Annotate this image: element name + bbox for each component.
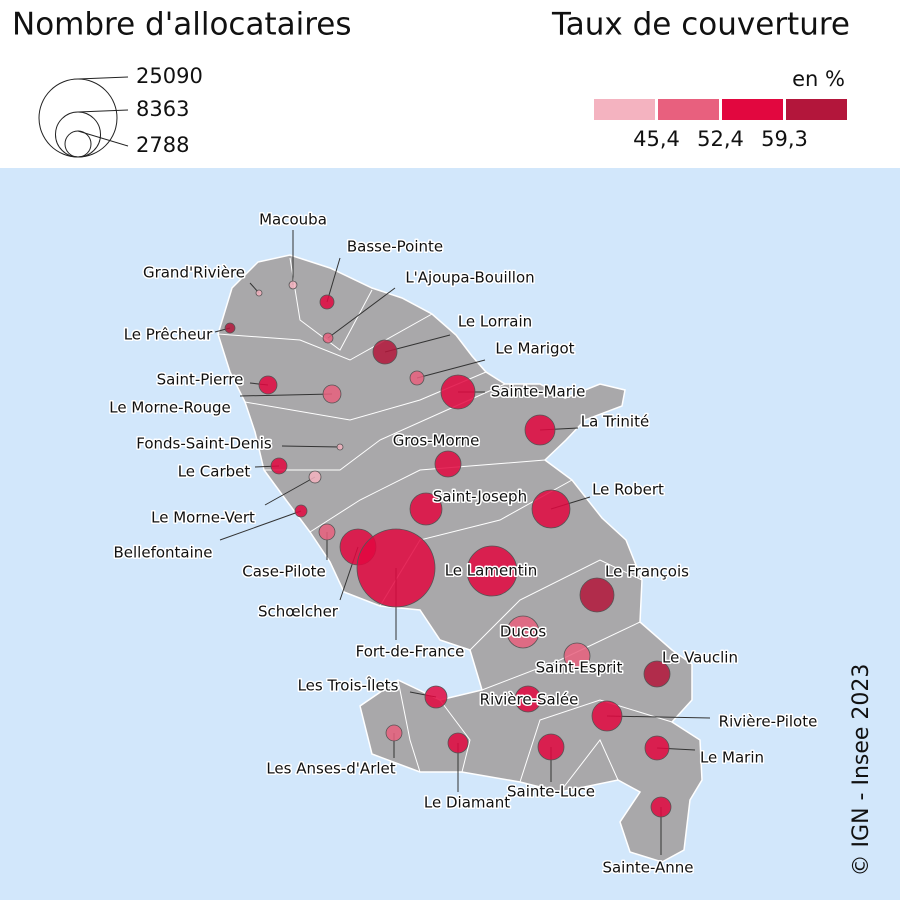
commune-label: Basse-Pointe xyxy=(347,238,443,256)
leader-line xyxy=(264,476,316,506)
commune-label: Le Lorrain xyxy=(458,313,532,331)
commune-bubble xyxy=(643,660,671,688)
commune-label: Case-Pilote xyxy=(242,563,325,581)
commune-bubble xyxy=(258,375,278,395)
header-background xyxy=(0,0,900,168)
commune-bubble xyxy=(424,685,448,709)
leader-line xyxy=(219,510,302,541)
commune-label: Macouba xyxy=(259,211,327,229)
commune-label: Le Marigot xyxy=(495,340,574,358)
commune-label: Ducos xyxy=(500,623,546,641)
commune-bubble xyxy=(506,615,540,649)
size-legend-label: 2788 xyxy=(136,133,189,157)
legend: 25090 8363 2788 45,4 52,4 59,3 xyxy=(38,64,847,158)
commune-bubble xyxy=(319,294,335,310)
island xyxy=(217,254,703,863)
color-legend-swatch xyxy=(722,99,783,120)
color-legend-unit: en % xyxy=(792,67,845,91)
commune-bubble xyxy=(447,732,469,754)
commune-bubble xyxy=(288,280,298,290)
color-legend-label: 59,3 xyxy=(761,127,808,151)
commune-bubble xyxy=(409,492,443,526)
leader-line xyxy=(416,359,486,379)
bubbles xyxy=(224,280,672,818)
leader-line xyxy=(239,393,333,397)
commune-label: Le Vauclin xyxy=(662,649,738,667)
commune-label: Sainte-Anne xyxy=(602,859,693,877)
commune-bubble xyxy=(308,470,322,484)
commune-bubble xyxy=(466,545,518,597)
leader-line xyxy=(606,715,711,719)
commune-label: Fonds-Saint-Denis xyxy=(136,435,272,453)
commune-label: Rivière-Pilote xyxy=(719,713,818,731)
commune-label: Saint-Pierre xyxy=(157,371,244,389)
commune-label: Gros-Morne xyxy=(393,432,480,450)
size-legend-leader xyxy=(77,76,129,80)
commune-label: Rivière-Salée xyxy=(480,691,579,709)
size-legend-leader xyxy=(77,130,129,147)
commune-bubble xyxy=(336,443,344,451)
commune-bubble xyxy=(294,504,308,518)
commune-label: Le Lamentin xyxy=(445,562,538,580)
commune-bubble xyxy=(372,339,398,365)
leader-line xyxy=(327,287,396,339)
commune-label: Les Anses-d'Arlet xyxy=(266,760,395,778)
commune-label: L'Ajoupa-Bouillon xyxy=(405,269,534,287)
commune-label: Sainte-Luce xyxy=(507,783,595,801)
commune-label: Le Morne-Vert xyxy=(151,509,255,527)
labels: Macouba Basse-Pointe Grand'Rivière L'Ajoupa… xyxy=(108,209,819,878)
credit: © IGN - Insee 2023 xyxy=(849,664,874,877)
commune-bubble xyxy=(514,685,542,713)
commune-label: Les Trois-Îlets xyxy=(298,676,399,695)
commune-bubble xyxy=(440,374,476,410)
commune-label: Fort-de-France xyxy=(356,643,465,661)
commune-bubble xyxy=(591,700,623,732)
color-legend-title: Taux de couverture xyxy=(551,7,850,43)
commune-bubble xyxy=(270,457,288,475)
color-legend-label: 45,4 xyxy=(633,127,680,151)
commune-bubble xyxy=(255,289,263,297)
commune-label: Le Prêcheur xyxy=(124,326,213,344)
commune-bubble xyxy=(409,370,425,386)
color-legend-swatch xyxy=(658,99,719,120)
commune-label: Le Morne-Rouge xyxy=(109,399,230,417)
commune-bubble xyxy=(318,523,336,541)
size-legend-title: Nombre d'allocataires xyxy=(12,7,352,43)
commune-label: Saint-Esprit xyxy=(536,659,623,677)
size-legend-leader xyxy=(77,109,129,113)
commune-bubble xyxy=(537,733,565,761)
commune-label: Grand'Rivière xyxy=(143,264,245,282)
commune-bubble xyxy=(322,332,334,344)
commune-bubble xyxy=(644,735,670,761)
commune-label: Saint-Joseph xyxy=(433,488,527,506)
commune-bubble xyxy=(224,322,236,334)
commune-label: Le Carbet xyxy=(178,463,251,481)
commune-label: Le Diamant xyxy=(424,794,510,812)
commune-label: Le Robert xyxy=(592,481,664,499)
size-legend-label: 8363 xyxy=(136,97,189,121)
commune-label: Sainte-Marie xyxy=(491,383,586,401)
size-legend-label: 25090 xyxy=(136,64,203,88)
commune-bubble xyxy=(563,642,591,670)
commune-label: Bellefontaine xyxy=(113,544,212,562)
commune-label: Schœlcher xyxy=(258,603,339,621)
commune-bubble xyxy=(579,577,615,613)
commune-label: La Trinité xyxy=(581,413,649,431)
commune-bubble xyxy=(650,796,672,818)
commune-bubble xyxy=(434,450,462,478)
commune-label: Le Marin xyxy=(700,749,764,767)
leader-line xyxy=(326,257,341,303)
color-legend-swatch xyxy=(786,99,847,120)
commune-label: Le François xyxy=(605,563,689,581)
commune-bubble xyxy=(385,724,403,742)
leader-line xyxy=(281,445,341,448)
color-legend-swatch xyxy=(594,99,655,120)
commune-bubble xyxy=(524,414,556,446)
commune-bubble xyxy=(356,528,436,608)
commune-bubble xyxy=(531,489,571,529)
color-legend-label: 52,4 xyxy=(697,127,744,151)
commune-bubble xyxy=(322,384,342,404)
